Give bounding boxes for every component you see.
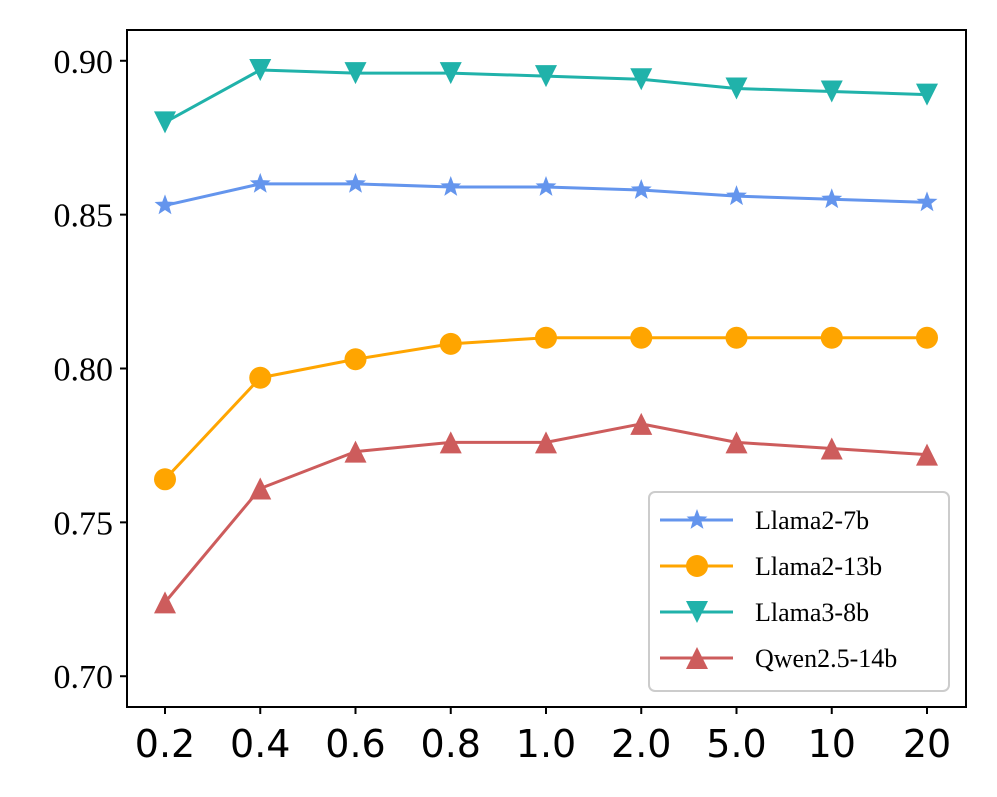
data-point [439, 431, 462, 454]
data-point [725, 431, 748, 454]
data-point [535, 431, 557, 454]
data-point [820, 326, 843, 349]
x-tick-label: 0.2 [135, 722, 195, 766]
x-tick-label: 20 [903, 722, 951, 766]
legend-label: Qwen2.5-14b [755, 644, 897, 673]
data-point [630, 68, 653, 91]
series-llama3-8b [154, 59, 938, 134]
data-point [154, 591, 176, 614]
data-point [916, 326, 938, 349]
data-point [249, 59, 272, 82]
legend-entry: Qwen2.5-14b [660, 644, 897, 673]
data-point [630, 412, 653, 435]
data-point [345, 172, 366, 193]
legend-marker [686, 647, 708, 669]
legend-label: Llama2-13b [755, 552, 882, 581]
series-llama2-13b [154, 326, 938, 491]
y-tick-label: 0.90 [54, 44, 114, 81]
legend-entry: Llama2-13b [660, 552, 882, 581]
legend-label: Llama3-8b [755, 598, 869, 627]
data-point [916, 443, 938, 466]
data-point [440, 175, 462, 196]
series-qwen2-5-14b [154, 412, 938, 614]
y-tick-label: 0.75 [54, 505, 114, 542]
data-point [630, 179, 652, 199]
data-point [535, 175, 557, 196]
data-point [249, 477, 272, 500]
data-point [725, 77, 748, 100]
y-axis: 0.70 0.75 0.80 0.85 0.90 [54, 44, 127, 696]
legend-entry: Llama3-8b [660, 598, 869, 627]
legend-label: Llama2-7b [755, 506, 869, 535]
x-tick-label: 10 [808, 722, 856, 766]
data-point [726, 185, 747, 206]
data-point [439, 62, 462, 85]
data-point [249, 172, 271, 193]
data-point [154, 111, 176, 134]
legend-marker [686, 509, 708, 529]
data-point [249, 366, 272, 389]
data-point [344, 440, 367, 463]
legend-entry: Llama2-7b [660, 506, 869, 535]
legend-box [648, 491, 950, 692]
data-point [916, 83, 938, 106]
series-layer [154, 59, 938, 614]
x-tick-label: 5.0 [706, 722, 766, 766]
y-tick-label: 0.70 [54, 659, 114, 696]
legend: Llama2-7b Llama2-13b Llama3-8b Qwen2.5-14b [648, 491, 950, 692]
data-point [535, 326, 557, 349]
data-point [344, 348, 367, 371]
data-point [439, 332, 462, 355]
data-point [154, 194, 176, 215]
x-tick-label: 0.6 [325, 722, 385, 766]
series-llama2-7b [154, 172, 938, 215]
data-point [820, 437, 843, 460]
y-tick-label: 0.85 [54, 198, 114, 235]
data-point [154, 468, 176, 491]
data-point [344, 62, 367, 85]
legend-marker [686, 555, 708, 577]
x-tick-label: 1.0 [516, 722, 576, 766]
y-tick-label: 0.80 [54, 352, 114, 389]
data-point [535, 65, 557, 88]
data-point [725, 326, 748, 349]
data-point [820, 80, 843, 103]
data-point [630, 326, 653, 349]
data-point [916, 191, 938, 212]
x-tick-label: 0.4 [230, 722, 290, 766]
legend-marker [686, 601, 708, 623]
x-tick-label: 2.0 [611, 722, 671, 766]
x-axis: 0.2 0.4 0.6 0.8 1.0 2.0 5.0 10 20 [135, 707, 951, 766]
x-tick-label: 0.8 [421, 722, 481, 766]
data-point [821, 188, 843, 209]
